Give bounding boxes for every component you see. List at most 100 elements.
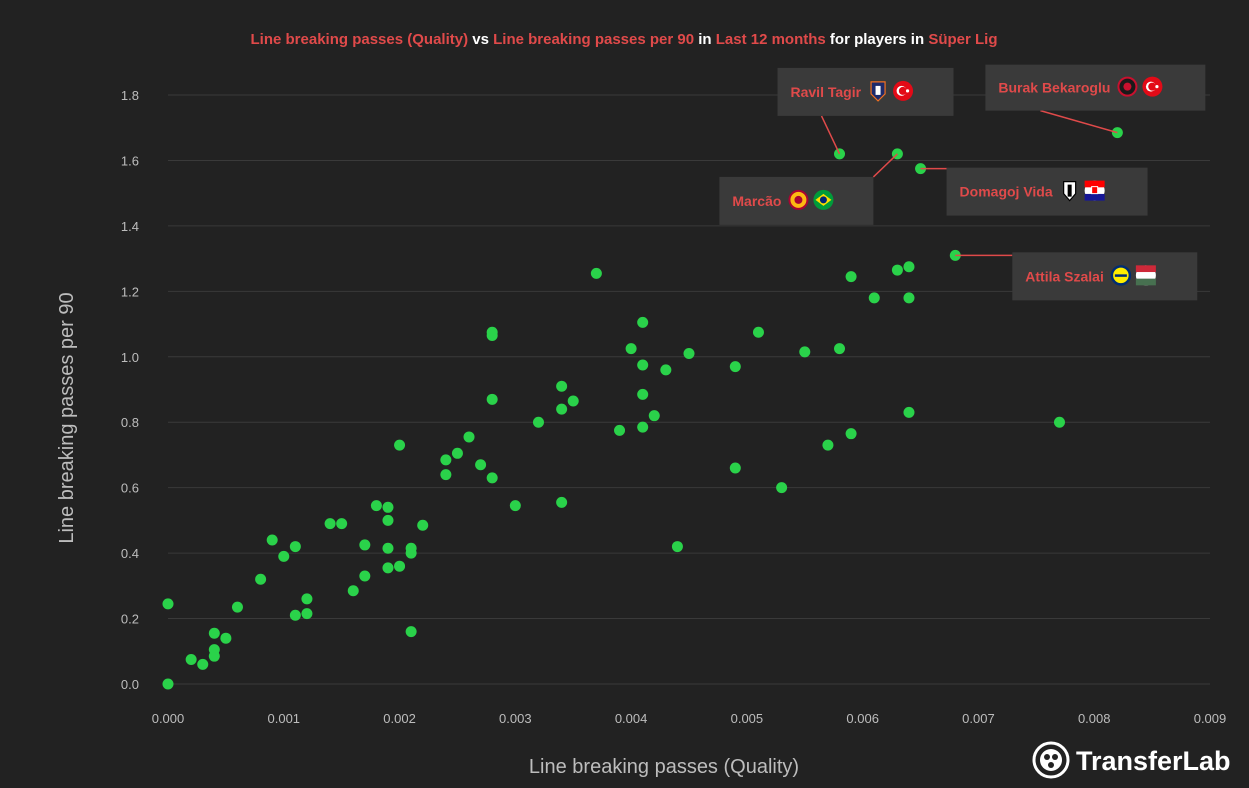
data-point	[776, 482, 788, 494]
title-part: in	[694, 31, 716, 48]
basaksehir-crest-icon	[870, 81, 886, 102]
x-tick-label: 0.007	[962, 711, 995, 726]
y-tick-label: 1.6	[121, 153, 139, 168]
fenerbahce-crest-icon	[1110, 265, 1132, 286]
title-part: for players in	[826, 31, 929, 48]
data-point	[405, 626, 417, 638]
annotation-box	[985, 64, 1206, 111]
x-tick-label: 0.006	[846, 711, 879, 726]
data-point	[556, 403, 568, 415]
transferlab-logo-icon	[1032, 741, 1070, 779]
annotation-connector	[872, 153, 898, 178]
data-point	[301, 593, 313, 605]
data-point	[729, 361, 741, 373]
x-axis-title: Line breaking passes (Quality)	[529, 756, 799, 778]
data-point	[660, 364, 672, 376]
data-point	[278, 550, 290, 562]
data-point	[370, 500, 382, 512]
x-tick-label: 0.008	[1078, 711, 1111, 726]
data-point	[556, 380, 568, 392]
data-point	[405, 542, 417, 554]
y-tick-label: 1.4	[121, 219, 139, 234]
data-point	[289, 609, 301, 621]
data-point	[382, 514, 394, 526]
y-tick-labels: 0.0 0.2 0.4 0.6 0.8 1.0 1.2 1.4 1.6 1.8	[121, 88, 139, 692]
data-point	[567, 395, 579, 407]
data-point	[185, 653, 197, 665]
y-tick-label: 0.0	[121, 677, 139, 692]
player-annotations: Burak Bekaroglu Ravil Tagir Marcão Domagoj …	[719, 64, 1206, 301]
y-tick-label: 1.2	[121, 284, 139, 299]
annotation-label: Domagoj Vida	[960, 184, 1053, 200]
title-part: Line breaking passes (Quality)	[251, 31, 469, 48]
data-point	[891, 264, 903, 276]
data-point	[486, 393, 498, 405]
annotation-box	[946, 167, 1148, 216]
data-point	[845, 428, 857, 440]
data-point	[382, 542, 394, 554]
data-point	[208, 627, 220, 639]
data-point	[868, 292, 880, 304]
annotation-label: Attila Szalai	[1025, 268, 1104, 284]
data-point	[614, 424, 626, 436]
data-point	[359, 539, 371, 551]
brand-name: TransferLab	[1076, 746, 1231, 776]
title-part: Line breaking passes per 90	[493, 31, 694, 48]
y-axis-title: Line breaking passes per 90	[56, 292, 78, 543]
annotation-connector	[1040, 109, 1118, 134]
data-point	[903, 261, 915, 273]
annotation-box	[1012, 252, 1198, 301]
karagumruk-crest-icon	[1117, 76, 1138, 97]
data-point	[590, 267, 602, 279]
data-point	[301, 608, 313, 620]
data-point	[440, 469, 452, 481]
data-point	[637, 316, 649, 328]
annotation-label: Burak Bekaroglu	[998, 80, 1110, 96]
annotation-label: Ravil Tagir	[791, 84, 862, 100]
data-point	[683, 348, 695, 360]
data-point	[637, 359, 649, 371]
data-point	[486, 326, 498, 338]
data-point	[289, 541, 301, 553]
annotation-box	[777, 67, 954, 116]
data-point	[637, 388, 649, 400]
data-point	[475, 459, 487, 471]
y-tick-label: 0.8	[121, 415, 139, 430]
brand-logo: TransferLab	[1032, 741, 1231, 779]
annotation: Ravil Tagir	[777, 67, 954, 155]
data-point	[347, 585, 359, 597]
data-point	[1053, 416, 1065, 428]
data-point	[799, 346, 811, 358]
data-point	[903, 406, 915, 418]
data-point	[162, 598, 174, 610]
data-point	[394, 560, 406, 572]
data-point	[625, 343, 637, 355]
data-point	[486, 472, 498, 484]
x-tick-labels: 0.000 0.001 0.002 0.003 0.004 0.005 0.006 0.007…	[152, 711, 1227, 726]
data-point	[845, 271, 857, 283]
y-tick-label: 0.6	[121, 481, 139, 496]
data-point	[451, 447, 463, 459]
title-part: Süper Lig	[928, 31, 997, 48]
data-point	[752, 326, 764, 338]
data-point	[671, 541, 683, 553]
title-part: vs	[468, 31, 493, 48]
besiktas-crest-icon	[1063, 181, 1077, 202]
data-point	[255, 573, 267, 585]
croatia-flag-icon	[1084, 180, 1105, 201]
data-point	[231, 601, 243, 613]
data-point	[556, 496, 568, 508]
data-point	[394, 439, 406, 451]
data-point	[220, 632, 232, 644]
annotation: Burak Bekaroglu	[985, 64, 1206, 134]
data-point	[197, 658, 209, 670]
chart-title: Line breaking passes (Quality) vs Line b…	[251, 31, 998, 48]
y-tick-label: 0.2	[121, 612, 139, 627]
annotation: Attila Szalai	[955, 252, 1198, 301]
data-point	[336, 518, 348, 530]
data-point	[903, 292, 915, 304]
data-point	[648, 410, 660, 422]
turkey-flag-icon	[893, 80, 914, 101]
y-tick-label: 1.8	[121, 88, 139, 103]
